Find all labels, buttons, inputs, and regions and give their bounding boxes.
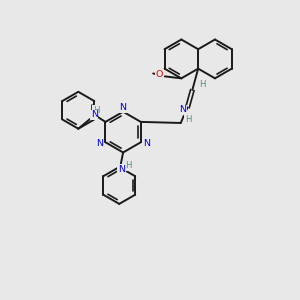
Text: N: N [119, 103, 126, 112]
Text: H: H [199, 80, 205, 89]
Text: H: H [125, 161, 132, 170]
Text: H: H [93, 106, 100, 115]
Text: N: N [91, 110, 98, 119]
Text: N: N [179, 105, 187, 114]
Text: N: N [97, 139, 104, 148]
Text: N: N [142, 139, 150, 148]
Text: H: H [185, 116, 191, 124]
Text: O: O [156, 70, 163, 79]
Text: N: N [118, 165, 125, 174]
